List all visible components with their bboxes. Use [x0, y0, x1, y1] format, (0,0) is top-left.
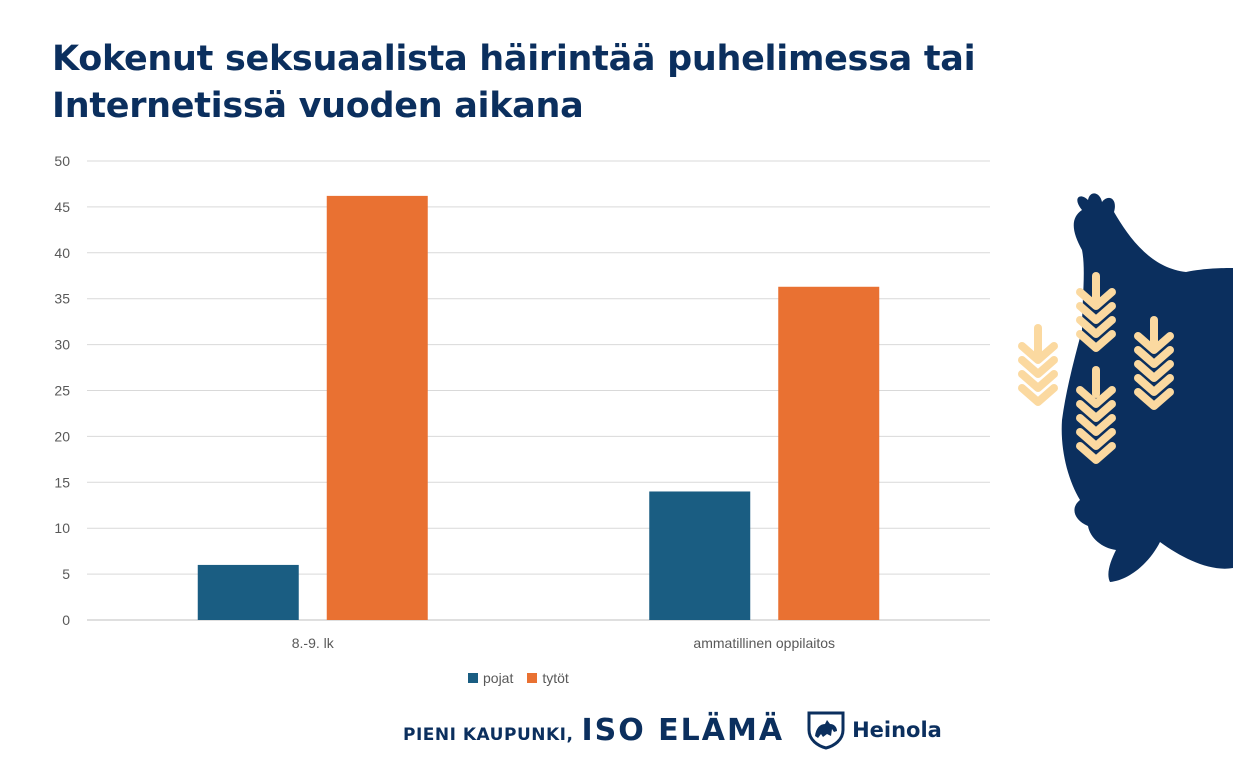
y-tick-label: 20: [54, 428, 70, 444]
legend-label-tytot: tytöt: [542, 670, 569, 686]
y-axis-ticks: 0 5 10 15 20 25 30 35 40 45 50: [54, 153, 70, 628]
x-axis-ticks: 8.-9. lk ammatillinen oppilaitos: [292, 635, 835, 651]
chart-title-line-2: Internetissä vuoden aikana: [52, 86, 584, 126]
bar-tytöt-0[interactable]: [326, 195, 428, 620]
brand-name: Heinola: [852, 718, 942, 742]
x-tick-label: 8.-9. lk: [292, 635, 335, 651]
slogan-small: PIENI KAUPUNKI,: [403, 725, 574, 745]
bars: [197, 195, 880, 620]
legend-swatch-tytot: [527, 673, 538, 683]
bar-pojat-0[interactable]: [197, 564, 299, 620]
y-tick-label: 5: [62, 566, 70, 582]
brand[interactable]: Heinola: [806, 710, 942, 750]
y-tick-label: 35: [54, 291, 70, 307]
y-tick-label: 0: [62, 612, 70, 628]
y-tick-label: 15: [54, 474, 70, 490]
y-tick-label: 40: [54, 245, 70, 261]
wheat-ears-icon: [1018, 193, 1233, 583]
legend-swatch-pojat: [468, 673, 478, 683]
legend-label-pojat: pojat: [483, 670, 514, 686]
lion-crest-icon: [807, 711, 845, 750]
bar-tytöt-1[interactable]: [778, 286, 880, 620]
y-tick-label: 30: [54, 337, 70, 353]
y-tick-label: 25: [54, 383, 70, 399]
chart-title-line-1: Kokenut seksuaalista häirintää puhelimes…: [52, 39, 976, 79]
legend: pojat tytöt: [468, 669, 569, 687]
footer: PIENI KAUPUNKI, ISO ELÄMÄ Heinola: [403, 706, 942, 754]
bar-pojat-1[interactable]: [649, 491, 751, 620]
x-tick-label: ammatillinen oppilaitos: [693, 635, 835, 651]
legend-item-pojat[interactable]: pojat: [468, 670, 513, 686]
y-tick-label: 10: [54, 520, 70, 536]
y-tick-label: 45: [54, 199, 70, 215]
slogan-big: ISO ELÄMÄ: [581, 712, 785, 748]
legend-item-tytot[interactable]: tytöt: [527, 670, 569, 686]
chart-title: Kokenut seksuaalista häirintää puhelimes…: [52, 36, 1052, 130]
y-tick-label: 50: [54, 153, 70, 169]
bar-chart: 0 5 10 15 20 25 30 35 40 45 50 8.-9. lk ammatilline…: [54, 153, 990, 651]
